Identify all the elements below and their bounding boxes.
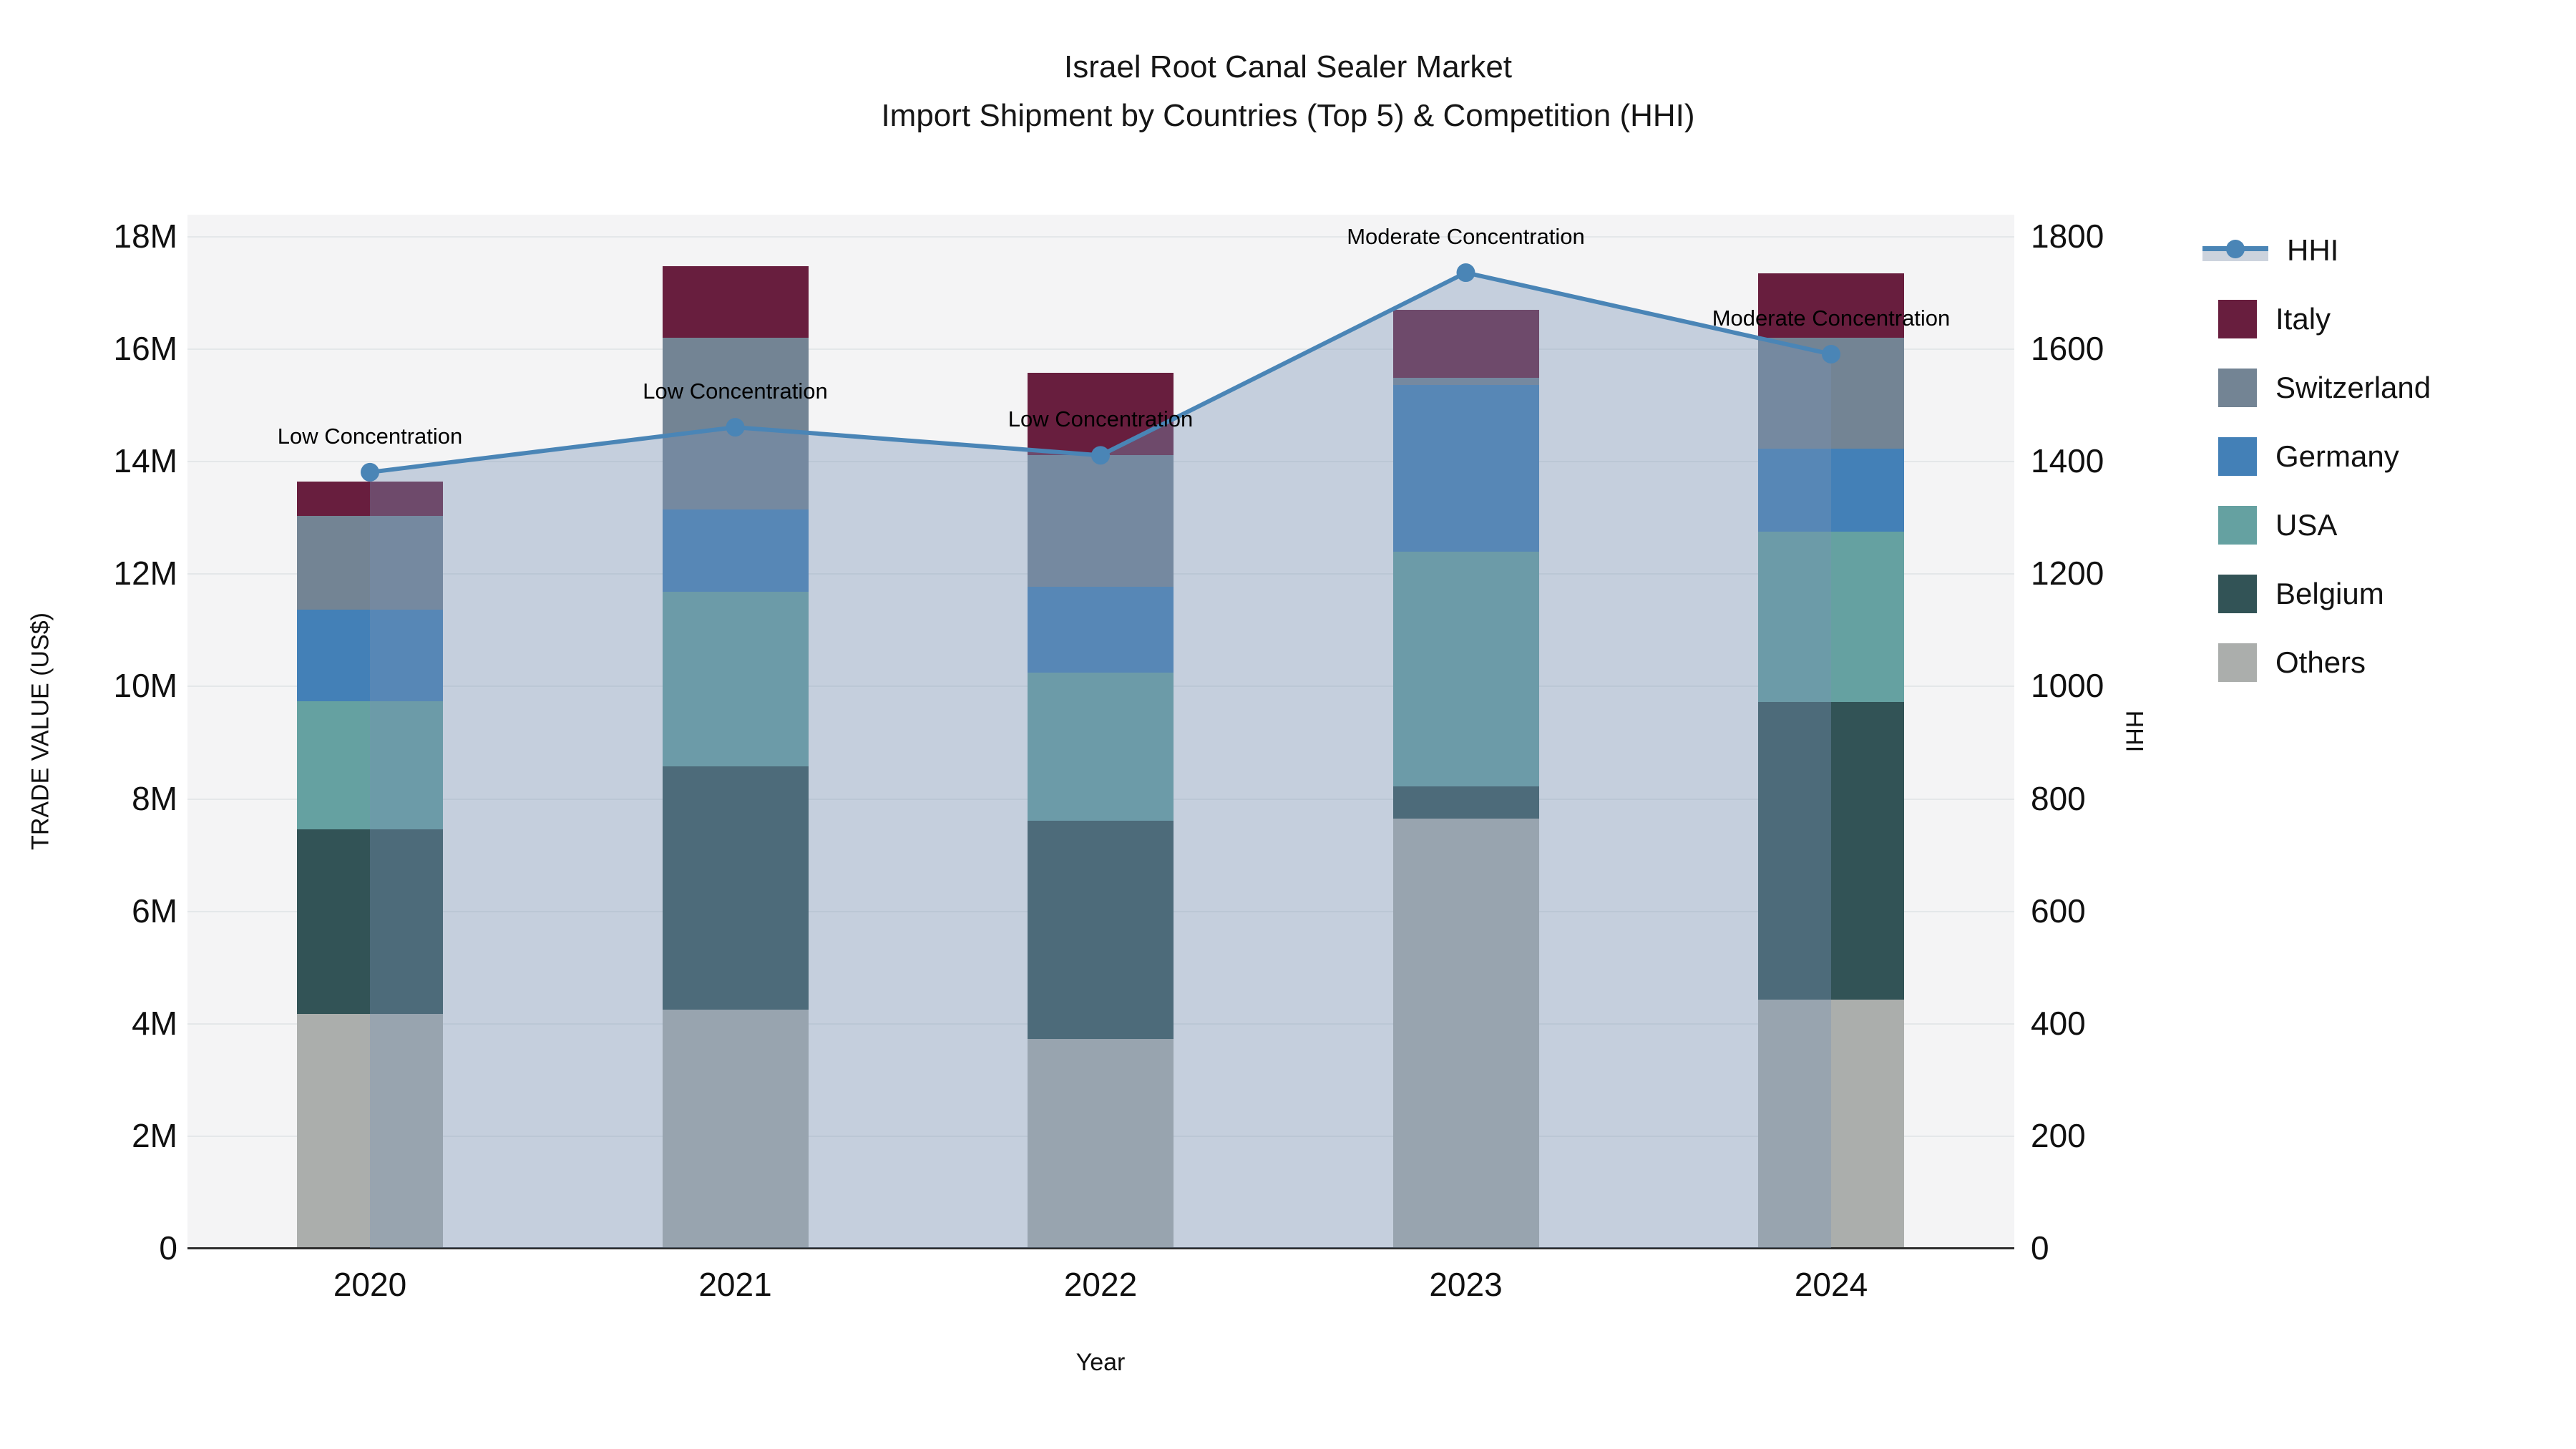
- bar-segment-belgium-2022: [1028, 820, 1174, 1039]
- gridline: [187, 348, 2014, 351]
- bar-segment-germany-2022: [1028, 587, 1174, 673]
- x-tick-2022: 2022: [1063, 1266, 1138, 1303]
- x-tick-2023: 2023: [1429, 1266, 1503, 1303]
- others-color-swatch: [2218, 643, 2257, 682]
- bar-segment-others-2022: [1028, 1038, 1174, 1248]
- chart-title: Israel Root Canal Sealer Market Import S…: [0, 43, 2576, 140]
- legend-item-usa[interactable]: USA: [2202, 504, 2337, 547]
- y-right-tick: 1200: [2031, 555, 2104, 592]
- y-right-tick: 400: [2031, 1004, 2086, 1042]
- legend-item-switzerland[interactable]: Switzerland: [2202, 366, 2431, 409]
- bar-segment-others-2021: [662, 1009, 809, 1248]
- y-right-tick: 1400: [2031, 442, 2104, 480]
- bar-segment-switzerland-2020: [297, 516, 443, 610]
- y-right-axis-title: HHI: [2120, 710, 2148, 753]
- bar-segment-germany-2023: [1392, 385, 1539, 552]
- x-tick-2024: 2024: [1794, 1266, 1868, 1303]
- x-axis-title: Year: [1075, 1349, 1126, 1376]
- legend-item-germany[interactable]: Germany: [2202, 435, 2399, 478]
- y-left-tick: 14M: [113, 442, 177, 480]
- bar-segment-others-2024: [1758, 999, 1904, 1248]
- bar-segment-italy-2021: [662, 266, 809, 338]
- legend-label: Germany: [2275, 439, 2399, 473]
- bar-segment-switzerland-2024: [1758, 338, 1904, 449]
- annotation-2021: Low Concentration: [643, 379, 828, 404]
- legend-item-italy[interactable]: Italy: [2202, 298, 2331, 341]
- bar-segment-germany-2024: [1758, 448, 1904, 532]
- bar-segment-belgium-2020: [297, 829, 443, 1015]
- bar-segment-switzerland-2022: [1028, 454, 1174, 587]
- bar-segment-others-2020: [297, 1014, 443, 1248]
- bar-segment-belgium-2024: [1758, 702, 1904, 1000]
- bar-segment-belgium-2021: [662, 766, 809, 1010]
- annotation-2020: Low Concentration: [277, 423, 463, 449]
- legend-label: Belgium: [2275, 577, 2384, 610]
- x-axis-line: [187, 1247, 2014, 1249]
- switzerland-color-swatch: [2218, 369, 2257, 407]
- germany-color-swatch: [2218, 437, 2257, 476]
- bar-segment-usa-2024: [1758, 532, 1904, 703]
- y-left-tick: 10M: [113, 667, 177, 705]
- x-tick-2020: 2020: [333, 1266, 407, 1303]
- legend-item-hhi[interactable]: HHI: [2202, 229, 2338, 272]
- y-right-tick: 1000: [2031, 667, 2104, 705]
- y-left-tick: 16M: [113, 330, 177, 368]
- legend-label: HHI: [2287, 233, 2339, 267]
- y-right-tick: 800: [2031, 779, 2086, 817]
- legend-label: USA: [2275, 508, 2338, 542]
- legend-label: Switzerland: [2275, 371, 2431, 404]
- legend-label: Others: [2275, 645, 2366, 679]
- y-right-tick: 0: [2031, 1229, 2049, 1267]
- y-left-tick: 8M: [132, 779, 177, 817]
- usa-color-swatch: [2218, 506, 2257, 545]
- bar-segment-italy-2020: [297, 482, 443, 517]
- bar-segment-others-2023: [1392, 818, 1539, 1248]
- hhi-marker-swatch: [2226, 240, 2245, 258]
- bar-segment-usa-2021: [662, 592, 809, 766]
- y-right-tick: 1800: [2031, 218, 2104, 255]
- legend-item-belgium[interactable]: Belgium: [2202, 572, 2384, 615]
- bar-segment-switzerland-2021: [662, 338, 809, 509]
- belgium-color-swatch: [2218, 575, 2257, 613]
- bar-segment-usa-2020: [297, 701, 443, 829]
- y-left-tick: 4M: [132, 1004, 177, 1042]
- y-left-tick: 12M: [113, 555, 177, 592]
- bar-segment-italy-2023: [1392, 309, 1539, 378]
- annotation-2023: Moderate Concentration: [1347, 224, 1585, 250]
- y-right-tick: 200: [2031, 1116, 2086, 1154]
- y-left-tick: 6M: [132, 892, 177, 930]
- chart-title-line2: Import Shipment by Countries (Top 5) & C…: [881, 98, 1695, 134]
- x-tick-2021: 2021: [698, 1266, 772, 1303]
- y-left-tick: 0: [159, 1229, 177, 1267]
- chart-title-line1: Israel Root Canal Sealer Market: [1063, 49, 1513, 84]
- italy-color-swatch: [2218, 300, 2257, 338]
- y-left-axis-title: TRADE VALUE (US$): [26, 613, 54, 850]
- bar-segment-usa-2023: [1392, 552, 1539, 787]
- annotation-2024: Moderate Concentration: [1712, 305, 1951, 331]
- y-right-tick: 1600: [2031, 330, 2104, 368]
- y-left-tick: 18M: [113, 218, 177, 255]
- bar-segment-usa-2022: [1028, 673, 1174, 821]
- annotation-2022: Low Concentration: [1008, 406, 1194, 432]
- bar-segment-belgium-2023: [1392, 786, 1539, 819]
- bar-segment-germany-2021: [662, 509, 809, 592]
- hhi-line-legend-sample: [2202, 240, 2268, 261]
- y-left-tick: 2M: [132, 1116, 177, 1154]
- legend-item-others[interactable]: Others: [2202, 641, 2366, 684]
- gridline: [187, 236, 2014, 238]
- bar-segment-switzerland-2023: [1392, 377, 1539, 386]
- y-right-tick: 600: [2031, 892, 2086, 930]
- bar-segment-germany-2020: [297, 610, 443, 702]
- legend-label: Italy: [2275, 302, 2331, 336]
